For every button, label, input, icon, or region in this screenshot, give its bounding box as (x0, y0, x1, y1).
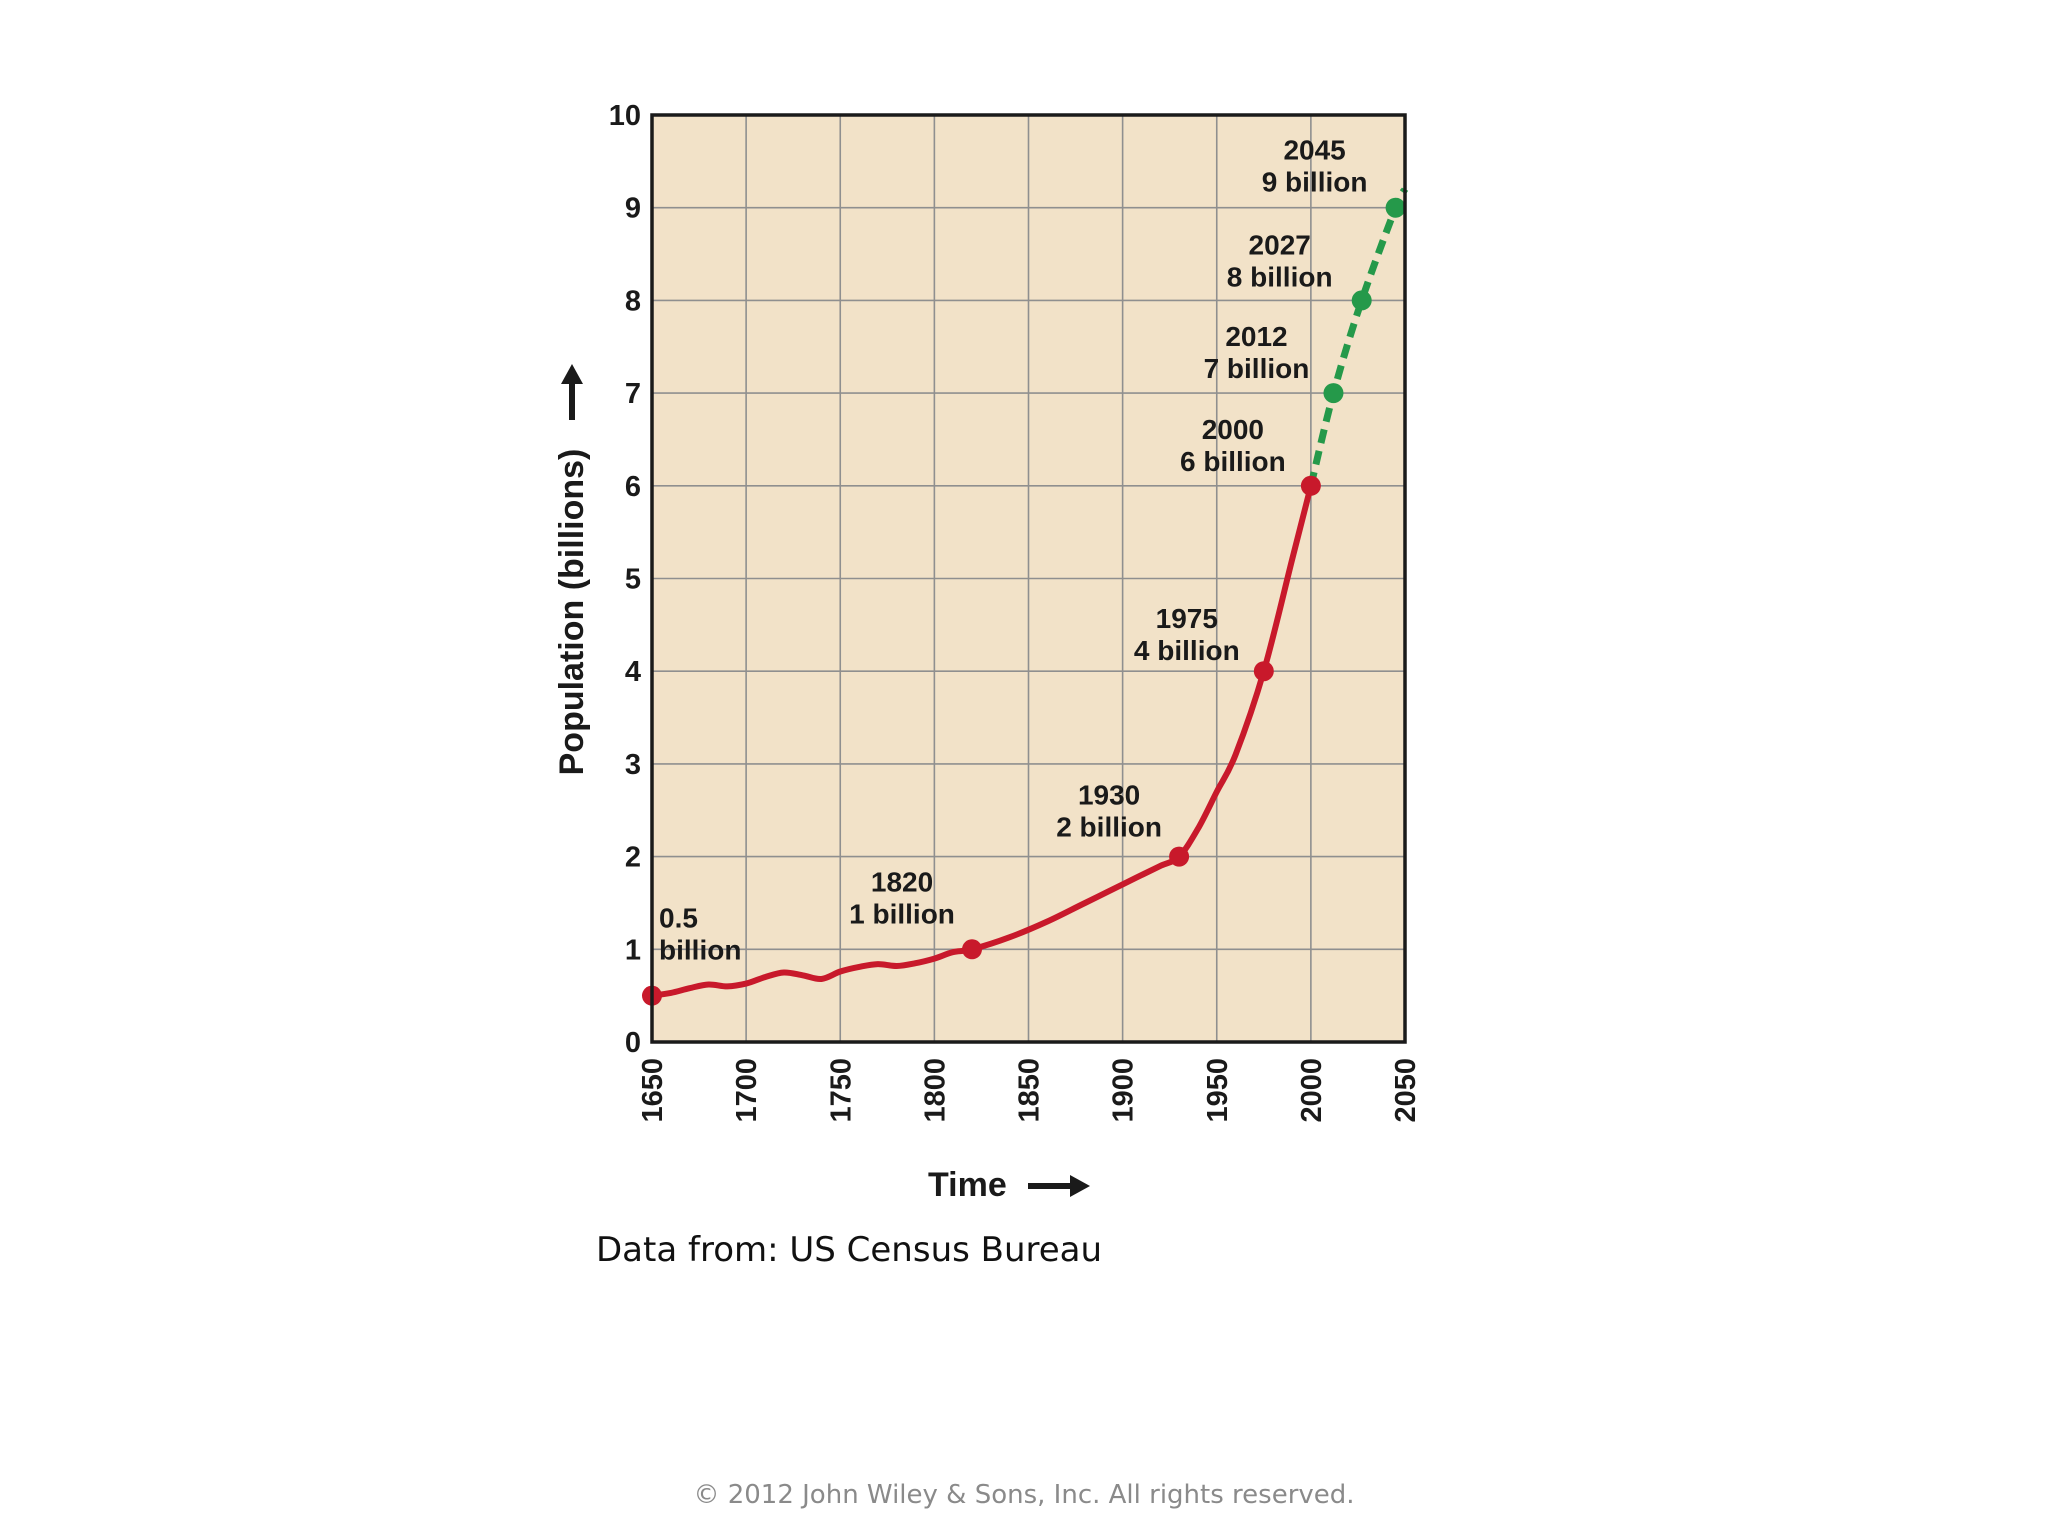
y-tick-label: 10 (609, 100, 641, 132)
y-tick-label: 0 (625, 1027, 641, 1059)
y-tick-label: 4 (625, 656, 641, 688)
data-point-label: 2 billion (1056, 812, 1162, 843)
x-tick-label: 1850 (1014, 1058, 1046, 1123)
data-point-marker (1253, 661, 1274, 682)
x-axis-title: Time (928, 1166, 1007, 1204)
y-axis-title-group: Population (billions) (553, 364, 591, 775)
data-point-marker (962, 939, 983, 960)
data-point-label: 7 billion (1204, 353, 1310, 384)
data-point-marker (1351, 290, 1372, 311)
data-point-label: 1 billion (849, 898, 955, 929)
x-tick-label: 2000 (1296, 1058, 1328, 1123)
historical-population-line (651, 485, 1314, 999)
plot-frame (650, 113, 1407, 1044)
data-point-label: 1975 (1156, 603, 1218, 634)
data-point-label: 1930 (1078, 780, 1140, 811)
y-tick-label: 2 (625, 842, 641, 874)
data-point-label: 1820 (871, 866, 933, 897)
copyright-notice: © 2012 John Wiley & Sons, Inc. All right… (693, 1480, 1355, 1510)
data-point-label: billion (659, 935, 741, 966)
y-tick-label: 7 (625, 378, 641, 410)
data-point-label: 4 billion (1134, 635, 1240, 666)
y-tick-label: 3 (625, 749, 641, 781)
data-point-label: 9 billion (1262, 167, 1368, 198)
y-axis-title: Population (billions) (553, 449, 591, 776)
y-tick-label: 6 (625, 471, 641, 503)
y-tick-label: 9 (625, 193, 641, 225)
tick-labels: 0 1 2 3 4 5 6 7 8 9 10 1650 1700 1750 1800 1850 1900 1950… (609, 100, 1422, 1123)
x-tick-label: 1900 (1108, 1058, 1140, 1123)
x-tick-label: 1950 (1202, 1058, 1234, 1123)
data-point-marker (1323, 383, 1344, 404)
x-tick-label: 2050 (1390, 1058, 1422, 1123)
y-tick-label: 8 (625, 285, 641, 317)
y-tick-label: 5 (625, 564, 641, 596)
x-tick-label: 1750 (825, 1058, 857, 1123)
x-axis-title-group: Time (928, 1166, 1090, 1204)
data-point-label: 8 billion (1227, 261, 1333, 292)
x-tick-label: 1800 (919, 1058, 951, 1123)
data-point-marker (1300, 475, 1321, 496)
data-point-label: 0.5 (659, 903, 698, 934)
x-tick-label: 1650 (637, 1058, 669, 1123)
data-point-marker (1385, 197, 1406, 218)
data-point-label: 2045 (1283, 135, 1345, 166)
up-arrow-icon (561, 364, 583, 420)
plot-border (650, 113, 1407, 1044)
x-tick-label: 1700 (731, 1058, 763, 1123)
y-tick-label: 1 (625, 934, 641, 966)
source-note: Data from: US Census Bureau (596, 1230, 1103, 1270)
data-point-label: 2000 (1202, 414, 1264, 445)
data-point-label: 2012 (1225, 321, 1287, 352)
data-point-label: 6 billion (1180, 446, 1286, 477)
data-point-marker (1169, 846, 1190, 867)
right-arrow-icon (1028, 1175, 1090, 1197)
data-point-label: 2027 (1249, 229, 1311, 260)
